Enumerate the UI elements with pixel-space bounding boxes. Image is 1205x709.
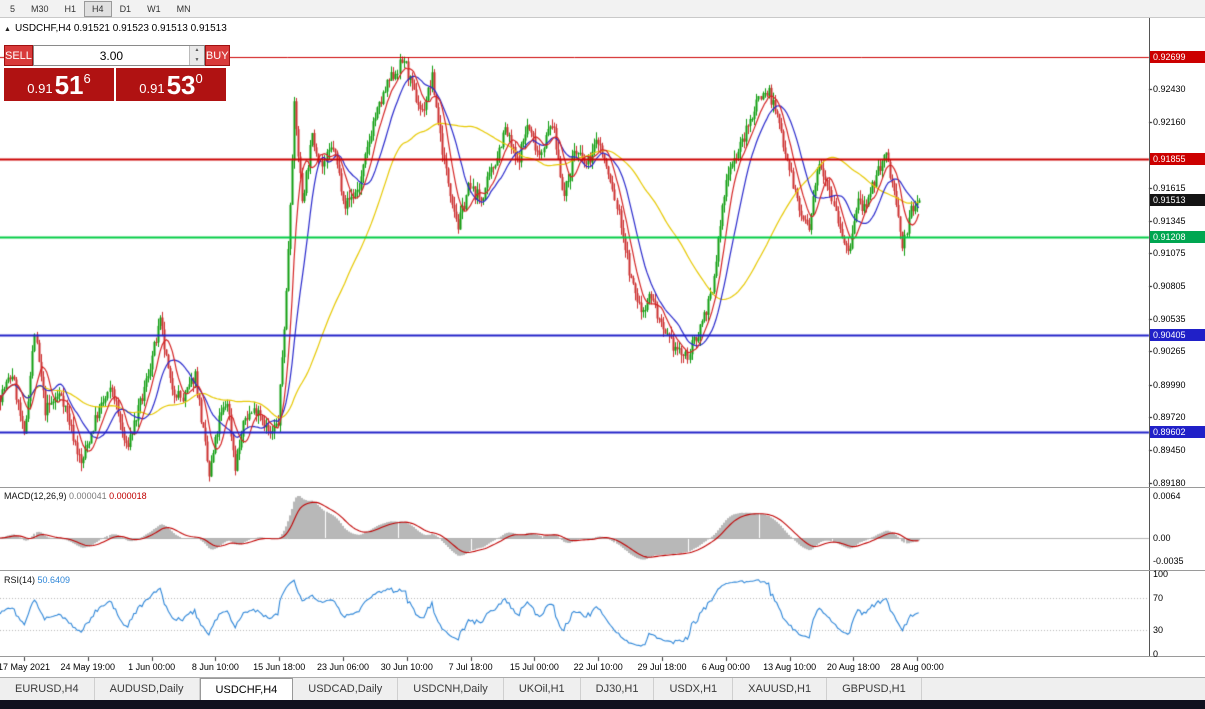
timeframe-button-mn[interactable]: MN [176, 3, 191, 14]
price-highlight-label: 0.91208 [1150, 231, 1205, 244]
time-label: 22 Jul 10:00 [573, 662, 623, 672]
time-axis-border [0, 656, 1205, 657]
chart-tab-dj30-h1[interactable]: DJ30,H1 [581, 678, 655, 700]
volume-box: ▲ ▼ [32, 45, 205, 66]
time-label: 8 Jun 10:00 [191, 662, 239, 672]
timeframe-toolbar: 5 M30 H1 H4 D1 W1 MN [0, 0, 1205, 18]
price-axis-border [1149, 18, 1150, 656]
time-label: 1 Jun 00:00 [128, 662, 176, 672]
buy-price-display[interactable]: 0.91 53 0 [116, 68, 226, 101]
chart-title: ▲ USDCHF,H4 0.91521 0.91523 0.91513 0.915… [4, 23, 227, 34]
macd-axis-label: -0.0035 [1153, 555, 1184, 566]
timeframe-button-h4[interactable]: H4 [84, 0, 112, 17]
chart-tab-usdx-h1[interactable]: USDX,H1 [654, 678, 734, 700]
panel-separator[interactable] [0, 487, 1205, 488]
price-highlight-label: 0.92699 [1150, 50, 1205, 63]
collapse-chart-icon[interactable]: ▲ [4, 26, 11, 33]
price-tick-label: 0.89990 [1153, 379, 1186, 390]
rsi-axis-label: 70 [1153, 593, 1164, 603]
volume-input[interactable] [33, 46, 189, 65]
price-highlight-label: 0.90405 [1150, 328, 1205, 341]
price-tick-label: 0.91615 [1153, 183, 1186, 194]
time-label: 20 Aug 18:00 [826, 662, 880, 672]
price-highlight-label: 0.91513 [1150, 194, 1205, 207]
price-tick-label: 0.89720 [1153, 412, 1186, 423]
time-label: 29 Jul 18:00 [637, 662, 687, 672]
timeframe-button-m30[interactable]: M30 [31, 3, 49, 14]
rsi-name: RSI(14) [4, 575, 36, 585]
chart-tab-ukoil-h1[interactable]: UKOil,H1 [504, 678, 581, 700]
chart-tab-usdcad-daily[interactable]: USDCAD,Daily [293, 678, 399, 700]
time-label: 15 Jun 18:00 [253, 662, 306, 672]
window-bottom-edge [0, 700, 1205, 709]
macd-indicator-label: MACD(12,26,9) 0.000041 0.000018 [4, 491, 147, 501]
time-label: 17 May 2021 [0, 662, 51, 672]
macd-axis-label: 0.0064 [1153, 491, 1181, 501]
rsi-indicator-label: RSI(14) 50.6409 [4, 575, 70, 585]
chart-tabs-bar: EURUSD,H4 AUDUSD,Daily USDCHF,H4 USDCAD,Dai… [0, 677, 1205, 700]
sell-button[interactable]: SELL [4, 45, 33, 66]
macd-axis-label: 0.00 [1153, 533, 1171, 543]
rsi-value: 50.6409 [37, 575, 71, 585]
panel-separator[interactable] [0, 570, 1205, 571]
time-label: 15 Jul 00:00 [509, 662, 559, 672]
price-tick-label: 0.89450 [1153, 445, 1186, 456]
price-tick-label: 0.90535 [1153, 313, 1186, 324]
time-label: 13 Aug 10:00 [763, 662, 817, 672]
buy-button[interactable]: BUY [204, 45, 230, 66]
price-tick-label: 0.90805 [1153, 281, 1186, 292]
sell-price-sup: 6 [83, 71, 91, 86]
time-label: 30 Jun 10:00 [380, 662, 433, 672]
macd-main-value: 0.000041 [69, 491, 107, 501]
price-tick-label: 0.89180 [1153, 477, 1186, 488]
time-label: 28 Aug 00:00 [890, 662, 944, 672]
sell-price-prefix: 0.91 [27, 81, 53, 96]
time-label: 6 Aug 00:00 [701, 662, 750, 672]
timeframe-button-w1[interactable]: W1 [147, 3, 161, 14]
volume-spinner: ▲ ▼ [188, 46, 204, 65]
timeframe-button-5[interactable]: 5 [10, 3, 16, 14]
timeframe-button-h1[interactable]: H1 [64, 3, 77, 14]
price-highlight-label: 0.89602 [1150, 425, 1205, 438]
chart-tab-usdchf-h4[interactable]: USDCHF,H4 [199, 678, 294, 700]
price-tick-label: 0.92160 [1153, 117, 1186, 128]
rsi-axis-label: 100 [1153, 569, 1169, 579]
price-highlight-label: 0.91855 [1150, 153, 1205, 165]
volume-decrease-button[interactable]: ▼ [189, 55, 204, 65]
volume-increase-button[interactable]: ▲ [189, 46, 204, 56]
buy-price-big: 53 [166, 70, 196, 100]
rsi-axis-label: 30 [1153, 625, 1164, 635]
rsi-axis-label: 0 [1153, 649, 1159, 659]
chart-tab-xauusd-h1[interactable]: XAUUSD,H1 [733, 678, 828, 700]
time-label: 7 Jul 18:00 [448, 662, 493, 672]
chart-tab-usdcnh-daily[interactable]: USDCNH,Daily [398, 678, 504, 700]
price-tick-label: 0.90265 [1153, 346, 1186, 357]
sell-price-big: 51 [54, 70, 84, 100]
chart-title-text: USDCHF,H4 0.91521 0.91523 0.91513 0.9151… [14, 23, 227, 34]
sell-price-display[interactable]: 0.91 51 6 [4, 68, 114, 101]
buy-price-sup: 0 [195, 71, 203, 86]
macd-signal-value: 0.000018 [109, 491, 147, 501]
price-tick-label: 0.91345 [1153, 215, 1186, 226]
macd-name: MACD(12,26,9) [4, 491, 67, 501]
time-label: 23 Jun 06:00 [316, 662, 370, 672]
chart-tab-gbpusd-h1[interactable]: GBPUSD,H1 [827, 678, 922, 700]
chart-tab-audusd-daily[interactable]: AUDUSD,Daily [95, 678, 200, 700]
price-tick-label: 0.91075 [1153, 248, 1186, 259]
buy-price-prefix: 0.91 [139, 81, 165, 96]
time-label: 24 May 19:00 [60, 662, 116, 672]
timeframe-button-d1[interactable]: D1 [119, 3, 132, 14]
price-tick-label: 0.92430 [1153, 84, 1186, 95]
chart-tab-eurusd-h4[interactable]: EURUSD,H4 [0, 678, 95, 700]
